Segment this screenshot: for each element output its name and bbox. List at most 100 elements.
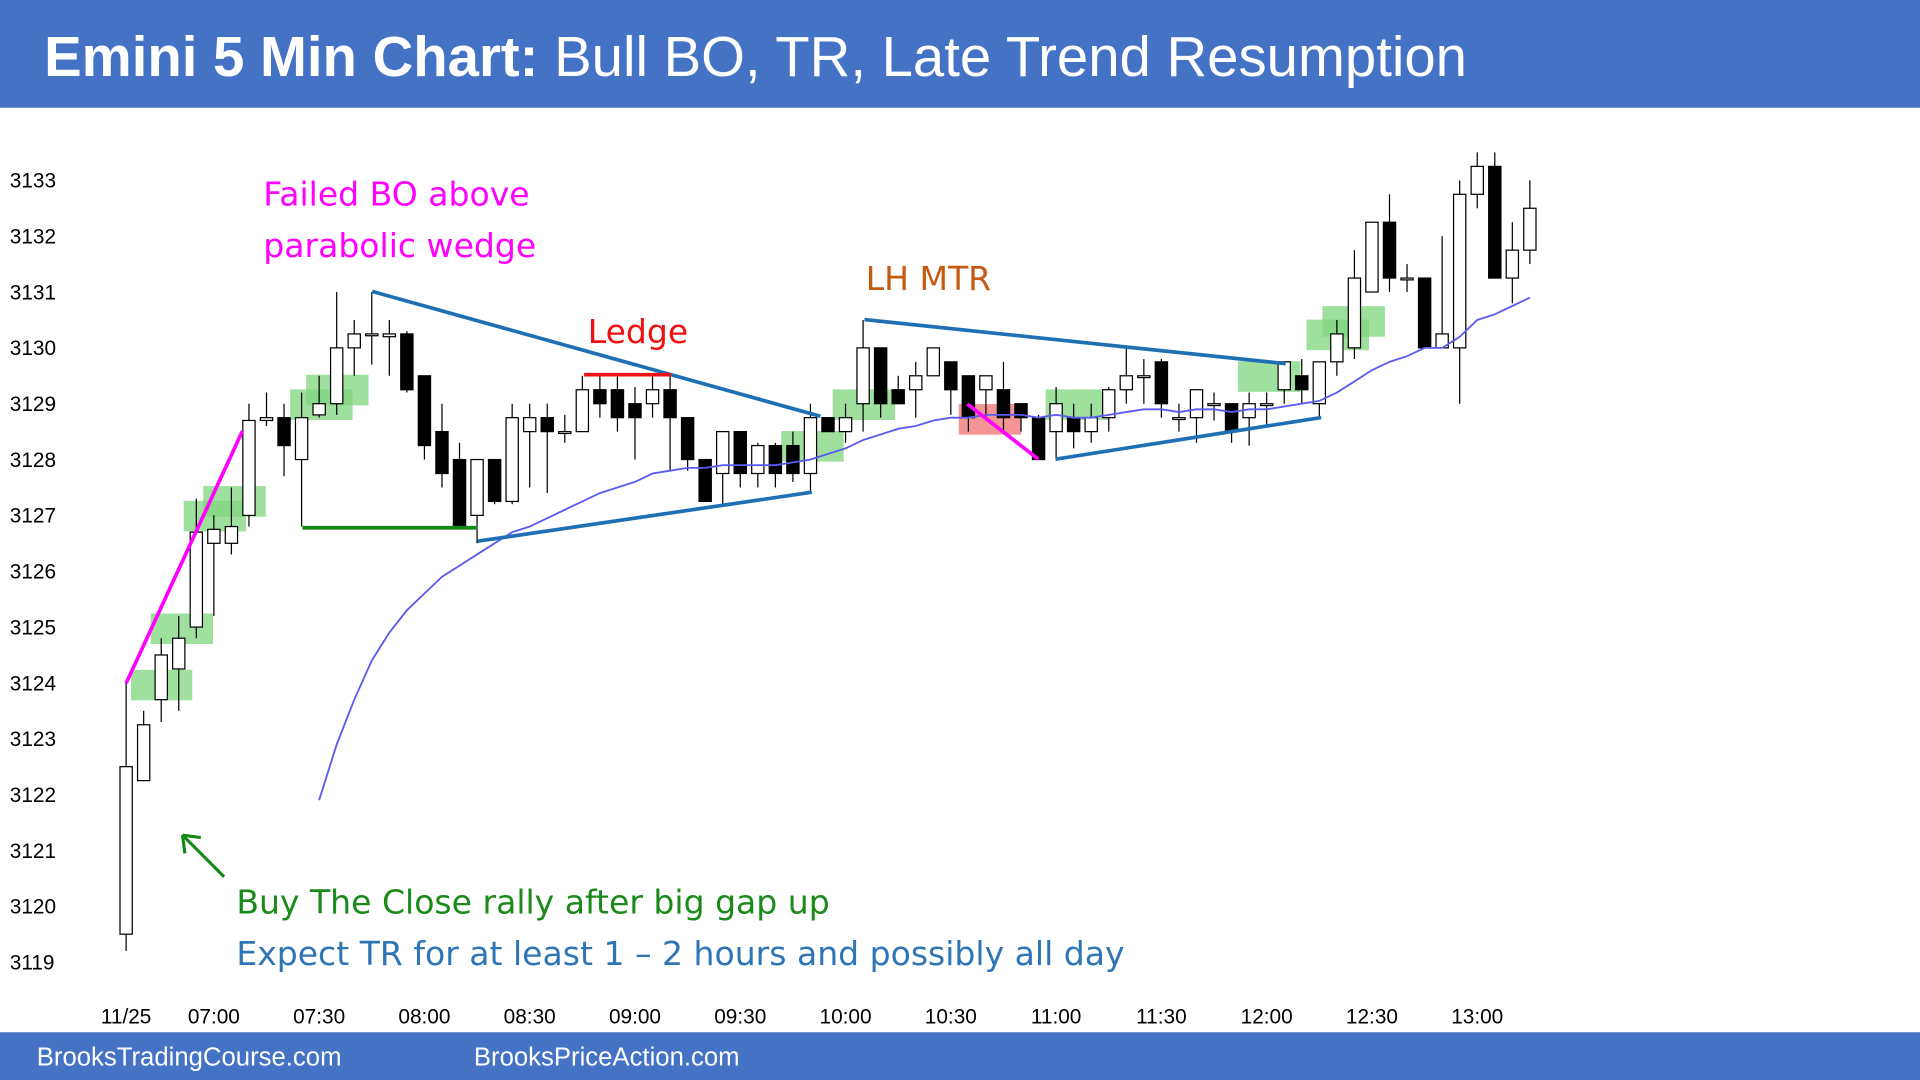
x-tick-label: 07:30 bbox=[293, 1006, 345, 1029]
annotation: Buy The Close rally after big gap up bbox=[236, 882, 829, 921]
candle-body bbox=[487, 458, 502, 503]
candle-body bbox=[751, 444, 765, 475]
title-rest: Bull BO, TR, Late Trend Resumption bbox=[554, 25, 1467, 88]
candle-body bbox=[1172, 417, 1186, 421]
candle-body bbox=[1137, 375, 1151, 379]
trend-line bbox=[477, 490, 813, 544]
y-tick-label: 3132 bbox=[10, 226, 56, 249]
candle-body bbox=[996, 389, 1011, 419]
y-tick-label: 3127 bbox=[10, 505, 56, 528]
y-tick-label: 3124 bbox=[10, 672, 56, 695]
y-tick-label: 3121 bbox=[10, 840, 56, 863]
annotation: LH MTR bbox=[866, 259, 991, 298]
candle-body bbox=[1400, 277, 1414, 281]
trend-line bbox=[864, 317, 1286, 366]
candle-body bbox=[1259, 403, 1274, 407]
candle-body bbox=[259, 417, 274, 422]
candle-body bbox=[294, 417, 309, 461]
candle-body bbox=[908, 375, 923, 391]
candle-body bbox=[382, 333, 397, 338]
candle-body bbox=[452, 458, 467, 528]
candle-body bbox=[435, 431, 449, 475]
candle-body bbox=[610, 389, 625, 419]
candle-body bbox=[873, 347, 888, 405]
x-tick-label: 08:30 bbox=[504, 1006, 556, 1029]
wedge-line bbox=[966, 402, 1040, 461]
x-tick-label: 09:30 bbox=[714, 1006, 766, 1029]
y-tick-label: 3131 bbox=[10, 281, 56, 304]
candle-body bbox=[242, 419, 256, 516]
x-tick-label: 11/25 bbox=[101, 1006, 152, 1029]
y-tick-label: 3125 bbox=[10, 616, 56, 639]
y-tick-label: 3126 bbox=[10, 561, 56, 584]
candle-body bbox=[1084, 417, 1098, 433]
candle-body bbox=[1505, 249, 1520, 279]
candle-body bbox=[1523, 207, 1537, 251]
candle-body bbox=[277, 417, 291, 447]
y-tick-label: 3119 bbox=[10, 951, 55, 974]
x-tick-label: 10:00 bbox=[820, 1006, 872, 1029]
candle-body bbox=[1031, 417, 1046, 461]
candle-body bbox=[1417, 277, 1432, 349]
trend-line bbox=[371, 289, 821, 419]
highlight-box bbox=[203, 486, 266, 517]
candle-body bbox=[663, 389, 677, 419]
candle-body bbox=[540, 417, 554, 433]
candle-body bbox=[838, 417, 853, 433]
candle-body bbox=[979, 375, 993, 391]
candle-body bbox=[768, 444, 783, 475]
y-tick-label: 3122 bbox=[10, 784, 56, 807]
x-tick-label: 11:00 bbox=[1031, 1006, 1082, 1029]
arrow bbox=[180, 833, 226, 878]
candle-body bbox=[1119, 375, 1134, 391]
candle-body bbox=[803, 417, 818, 475]
x-tick-label: 11:30 bbox=[1136, 1006, 1187, 1029]
candle-body bbox=[891, 389, 905, 405]
y-tick-label: 3123 bbox=[10, 728, 56, 751]
candle-body bbox=[136, 724, 151, 782]
x-tick-label: 12:00 bbox=[1241, 1006, 1293, 1029]
x-tick-label: 07:00 bbox=[188, 1006, 240, 1029]
candle-body bbox=[1382, 221, 1397, 279]
candle-body bbox=[786, 444, 800, 475]
candle-body bbox=[1102, 389, 1116, 419]
footer-left: BrooksTradingCourse.com bbox=[37, 1043, 342, 1071]
candle-body bbox=[207, 528, 221, 544]
candle-body bbox=[172, 637, 186, 670]
candle-body bbox=[856, 347, 870, 405]
y-tick-label: 3130 bbox=[10, 337, 56, 360]
candle-body bbox=[347, 333, 361, 349]
header-bar bbox=[0, 0, 1920, 108]
candle-body bbox=[1312, 361, 1327, 405]
candle-body bbox=[1330, 333, 1344, 363]
candle-body bbox=[189, 531, 204, 628]
drawings bbox=[124, 289, 1322, 878]
candle-body bbox=[1347, 277, 1362, 349]
candle-body bbox=[1154, 361, 1169, 405]
candle-body bbox=[1488, 165, 1502, 279]
candle-body bbox=[1049, 403, 1063, 433]
wedge-line bbox=[124, 430, 245, 685]
candle-body bbox=[154, 654, 168, 701]
x-tick-label: 08:00 bbox=[398, 1006, 450, 1029]
candle-body bbox=[944, 361, 958, 391]
candle-body bbox=[593, 389, 607, 405]
candle-body bbox=[505, 417, 519, 503]
annotation: Failed BO above bbox=[263, 175, 529, 214]
y-tick-label: 3129 bbox=[10, 393, 56, 416]
trend-line bbox=[1055, 415, 1322, 461]
footer-right: BrooksPriceAction.com bbox=[474, 1043, 740, 1071]
highlight-box bbox=[1237, 361, 1301, 392]
x-tick-label: 12:30 bbox=[1346, 1006, 1398, 1029]
candle-body bbox=[329, 347, 344, 405]
candle-body bbox=[119, 766, 133, 935]
candle-body bbox=[1066, 417, 1081, 433]
candle-body bbox=[1189, 389, 1204, 419]
candle-body bbox=[365, 333, 379, 337]
x-tick-label: 10:30 bbox=[925, 1006, 977, 1029]
candle-body bbox=[400, 333, 414, 391]
candle-body bbox=[680, 417, 695, 461]
candle-body bbox=[224, 525, 239, 544]
y-tick-label: 3120 bbox=[10, 896, 56, 919]
